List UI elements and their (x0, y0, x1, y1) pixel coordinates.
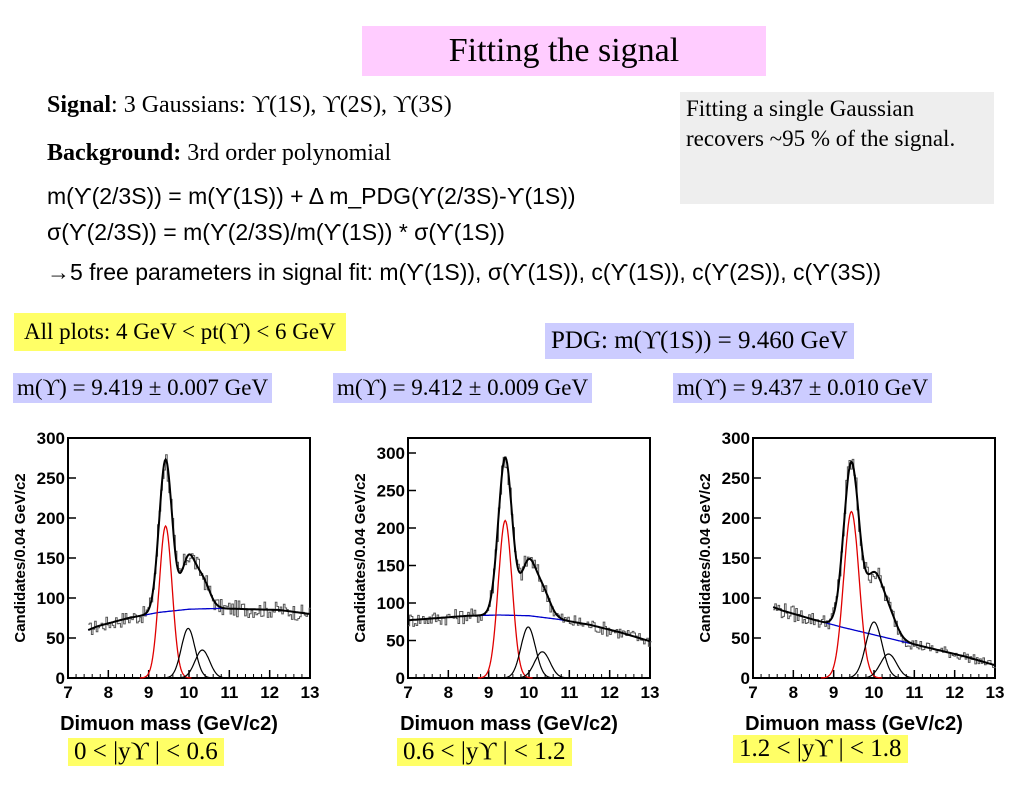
y-tick-label: 250 (377, 482, 405, 501)
y-tick-label: 50 (386, 632, 405, 651)
y-tick-label: 50 (46, 629, 65, 648)
single-gaussian-note: Fitting a single Gaussian recovers ~95 %… (680, 92, 994, 204)
pdg-mass-label: PDG: m(ϒ(1S)) = 9.460 GeV (545, 323, 854, 359)
x-tick-label: 9 (144, 683, 153, 702)
y-tick-label: 100 (722, 589, 750, 608)
mass-result-2: m(ϒ) = 9.412 ± 0.009 GeV (333, 373, 593, 403)
background-text: 3rd order polynomial (181, 140, 392, 166)
x-tick-label: 7 (63, 683, 72, 702)
x-axis-title: Dimuon mass (GeV/c2) (400, 713, 618, 735)
equation-2: σ(ϒ(2/3S)) = m(ϒ(2/3S)/m(ϒ(1S)) * σ(ϒ(1S… (47, 219, 505, 245)
plot-frame (67, 437, 311, 679)
x-tick-label: 13 (301, 683, 320, 702)
upsilon-2s-fit-curve (841, 621, 907, 679)
mass-result-3: m(ϒ) = 9.437 ± 0.010 GeV (673, 373, 933, 403)
y-tick-label: 100 (377, 594, 405, 613)
x-tick-label: 11 (220, 683, 238, 702)
x-tick-label: 10 (865, 683, 884, 702)
y-tick-label: 0 (396, 669, 405, 688)
upsilon-3s-fit-curve (511, 651, 573, 679)
mass-spectrum-plot-3: 7 8 9 10 11 12 13 0 50 100 150 200 250 300 Dimuon mass… (697, 429, 1005, 735)
rapidity-label-2: 0.6 < |yϒ | < 1.2 (397, 738, 572, 766)
total-fit-curve (772, 460, 996, 667)
x-tick-label: 13 (986, 683, 1005, 702)
data-histogram (88, 454, 311, 636)
mass-spectrum-plot-2: 7 8 9 10 11 12 13 0 50 100 150 200 250 300 Dimuon mass… (352, 437, 660, 735)
y-tick-label: 150 (377, 557, 405, 576)
x-tick-label: 7 (748, 683, 757, 702)
x-tick-label: 10 (520, 683, 539, 702)
y-axis-title: Candidates/0.04 GeV/c2 (697, 473, 714, 642)
x-tick-label: 8 (104, 683, 113, 702)
y-tick-label: 200 (37, 509, 65, 528)
x-tick-label: 11 (560, 683, 578, 702)
signal-label: Signal (47, 92, 112, 118)
all-plots-label: All plots: 4 GeV < pt(ϒ) < 6 GeV (14, 313, 346, 351)
signal-line: Signal: 3 Gaussians: ϒ(1S), ϒ(2S), ϒ(3S) (47, 92, 452, 119)
page-title: Fitting the signal (362, 26, 766, 76)
y-axis-title: Candidates/0.04 GeV/c2 (12, 473, 29, 642)
x-tick-label: 13 (641, 683, 660, 702)
upsilon-2s-fit-curve (499, 626, 558, 679)
x-tick-label: 10 (180, 683, 199, 702)
upsilon-1s-fit-curve (139, 524, 192, 679)
y-tick-label: 200 (377, 519, 405, 538)
y-tick-label: 200 (722, 509, 750, 528)
upsilon-1s-fit-curve (477, 519, 533, 679)
total-fit-curve (87, 457, 311, 631)
x-tick-label: 12 (945, 683, 964, 702)
upsilon-3s-fit-curve (173, 649, 232, 679)
x-tick-label: 8 (789, 683, 798, 702)
upsilon-2s-fit-curve (160, 627, 216, 679)
total-fit-curve (407, 456, 651, 643)
mass-result-1: m(ϒ) = 9.419 ± 0.007 GeV (13, 373, 273, 403)
x-tick-label: 9 (829, 683, 838, 702)
y-tick-label: 300 (722, 429, 750, 448)
y-tick-label: 150 (37, 549, 65, 568)
equation-1: m(ϒ(2/3S)) = m(ϒ(1S)) + Δ m_PDG(ϒ(2/3S)-… (47, 183, 576, 209)
signal-text: : 3 Gaussians: ϒ(1S), ϒ(2S), ϒ(3S) (111, 92, 452, 118)
y-tick-label: 50 (731, 629, 750, 648)
x-tick-label: 12 (260, 683, 279, 702)
background-label: Background: (47, 140, 182, 166)
x-tick-label: 9 (484, 683, 493, 702)
mass-spectrum-plot-1: 7 8 9 10 11 12 13 0 50 100 150 200 250 300 Dimuon mass… (12, 429, 320, 735)
x-tick-label: 11 (905, 683, 923, 702)
data-histogram (773, 458, 996, 669)
x-axis-title: Dimuon mass (GeV/c2) (60, 713, 278, 735)
y-tick-label: 300 (37, 429, 65, 448)
x-tick-label: 7 (403, 683, 412, 702)
y-tick-label: 250 (37, 469, 65, 488)
rapidity-label-3: 1.2 < |yϒ | < 1.8 (733, 735, 908, 763)
plot-frame (752, 437, 996, 679)
y-tick-label: 100 (37, 589, 65, 608)
equation-3: →5 free parameters in signal fit: m(ϒ(1S… (47, 259, 882, 285)
upsilon-1s-fit-curve (820, 510, 883, 679)
x-tick-label: 12 (600, 683, 619, 702)
y-tick-label: 0 (741, 669, 750, 688)
y-tick-label: 300 (377, 444, 405, 463)
x-axis-title: Dimuon mass (GeV/c2) (745, 713, 963, 735)
rapidity-label-1: 0 < |yϒ | < 0.6 (68, 738, 224, 766)
y-tick-label: 250 (722, 469, 750, 488)
y-axis-title: Candidates/0.04 GeV/c2 (352, 473, 369, 642)
background-line: Background: 3rd order polynomial (47, 140, 391, 167)
y-tick-label: 0 (56, 669, 65, 688)
upsilon-3s-fit-curve (856, 653, 921, 679)
x-tick-label: 8 (444, 683, 453, 702)
y-tick-label: 150 (722, 549, 750, 568)
